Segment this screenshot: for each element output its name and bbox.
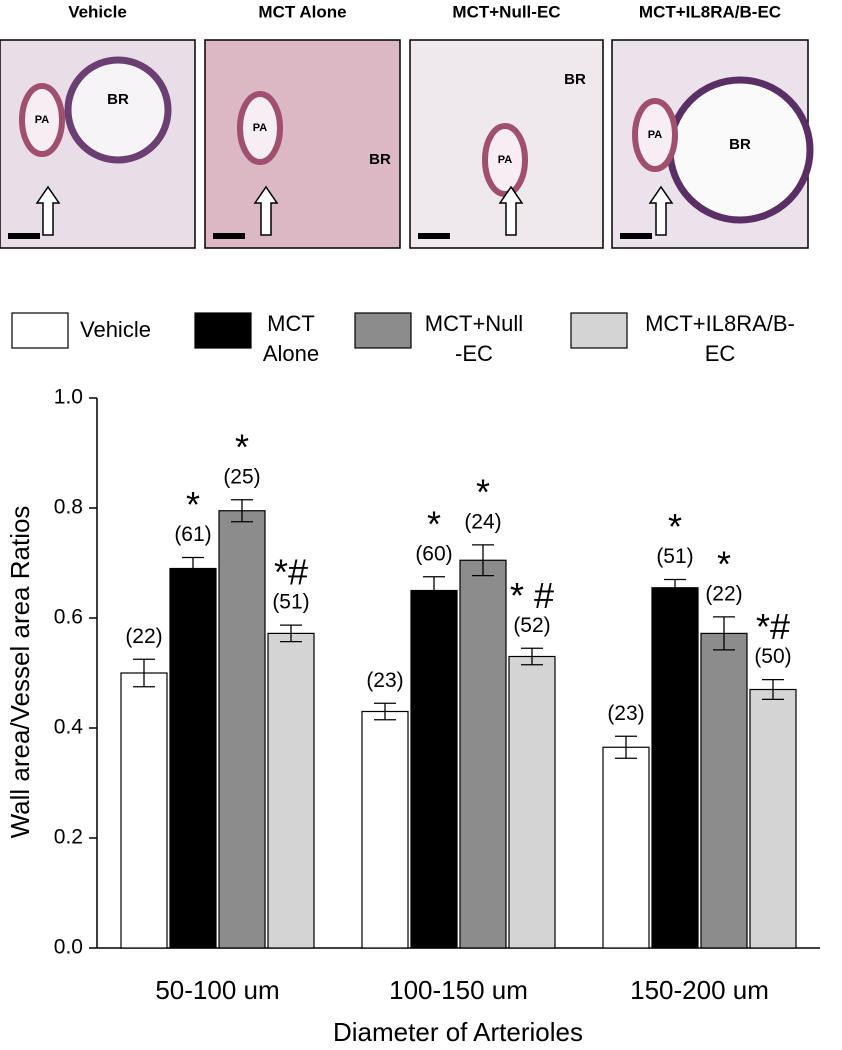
significance: *: [717, 543, 731, 584]
legend-swatch: [11, 312, 69, 349]
sample-size: (60): [415, 542, 452, 565]
legend-swatch: [354, 312, 412, 349]
legend-swatch: [194, 312, 252, 349]
scale-bar: [418, 233, 450, 239]
sample-size: (50): [754, 645, 791, 668]
significance: *: [476, 471, 490, 512]
significance: * #: [510, 575, 554, 616]
significance: *: [427, 503, 441, 544]
scale-bar: [213, 233, 245, 239]
legend-swatch: [570, 312, 628, 349]
arteriole: [632, 98, 678, 172]
sample-size: (22): [125, 625, 162, 648]
arteriole: [19, 83, 65, 157]
arrow: [35, 185, 61, 236]
sample-size: (23): [607, 702, 644, 725]
y-tick-label: 1.0: [54, 386, 83, 409]
x-tick-label: 150-200 um: [630, 975, 769, 1005]
error-bar: [182, 556, 204, 581]
bar: [267, 632, 315, 949]
error-bar: [615, 735, 637, 759]
legend-label: MCT Alone: [262, 311, 320, 366]
x-tick-label: 100-150 um: [389, 975, 528, 1005]
panel-tag: PA: [253, 122, 268, 134]
sample-size: (52): [513, 614, 550, 637]
panel-label: Vehicle: [68, 2, 127, 21]
error-bar: [713, 616, 735, 651]
error-bar: [374, 702, 396, 721]
micrograph: [204, 39, 401, 249]
significance: *#: [274, 552, 308, 593]
sample-size: (25): [223, 465, 260, 488]
error-bar: [423, 576, 445, 605]
panel-tag: PA: [35, 114, 50, 126]
panel-label: MCT+Null-EC: [452, 2, 560, 21]
sample-size: (23): [366, 669, 403, 692]
panel-label: MCT Alone: [258, 2, 346, 21]
y-tick-label: 0.0: [54, 936, 83, 959]
legend-label: MCT+IL8RA/B- EC: [645, 311, 795, 366]
significance: *: [235, 426, 249, 467]
panel-tag: PA: [498, 154, 513, 166]
bar: [218, 510, 266, 949]
bar: [749, 688, 797, 949]
bar: [410, 589, 458, 949]
panel-tag: BR: [369, 151, 391, 168]
panel-tag: BR: [729, 136, 751, 153]
panel-tag: BR: [564, 71, 586, 88]
bar: [602, 746, 650, 949]
sample-size: (51): [272, 591, 309, 614]
sample-size: (51): [656, 545, 693, 568]
error-bar: [133, 658, 155, 688]
panel-label: MCT+IL8RA/B-EC: [639, 2, 781, 21]
bar: [169, 567, 217, 949]
y-tick-label: 0.4: [54, 716, 84, 739]
bar: [700, 632, 748, 949]
legend-label: Vehicle: [80, 317, 151, 342]
bar: [361, 710, 409, 949]
y-tick-label: 0.6: [54, 606, 83, 629]
x-axis-title: Diameter of Arterioles: [333, 1017, 583, 1047]
scale-bar: [8, 233, 40, 239]
y-tick-label: 0.2: [54, 826, 83, 849]
x-tick-label: 50-100 um: [155, 975, 279, 1005]
sample-size: (22): [705, 582, 742, 605]
arrow: [253, 185, 279, 236]
error-bar: [762, 678, 784, 701]
arteriole: [237, 91, 283, 165]
bar: [459, 559, 507, 949]
error-bar: [231, 499, 253, 523]
bar: [651, 587, 699, 949]
bar: [120, 672, 168, 949]
bronchus-wall: [64, 56, 172, 164]
arrow: [648, 185, 674, 236]
significance: *: [668, 506, 682, 547]
legend-label: MCT+Null -EC: [424, 311, 524, 366]
error-bar: [280, 624, 302, 643]
error-bar: [472, 544, 494, 577]
scale-bar: [620, 233, 652, 239]
y-axis-title: Wall area/Vessel area Ratios: [5, 506, 35, 839]
bar: [508, 655, 556, 949]
sample-size: (61): [174, 523, 211, 546]
panel-tag: BR: [107, 91, 129, 108]
sample-size: (24): [464, 510, 501, 533]
panel-tag: PA: [648, 129, 663, 141]
significance: *#: [756, 606, 790, 647]
arteriole: [482, 123, 528, 197]
y-tick-label: 0.8: [54, 496, 83, 519]
arrow: [498, 185, 524, 236]
significance: *: [186, 484, 200, 525]
error-bar: [664, 578, 686, 597]
error-bar: [521, 647, 543, 666]
